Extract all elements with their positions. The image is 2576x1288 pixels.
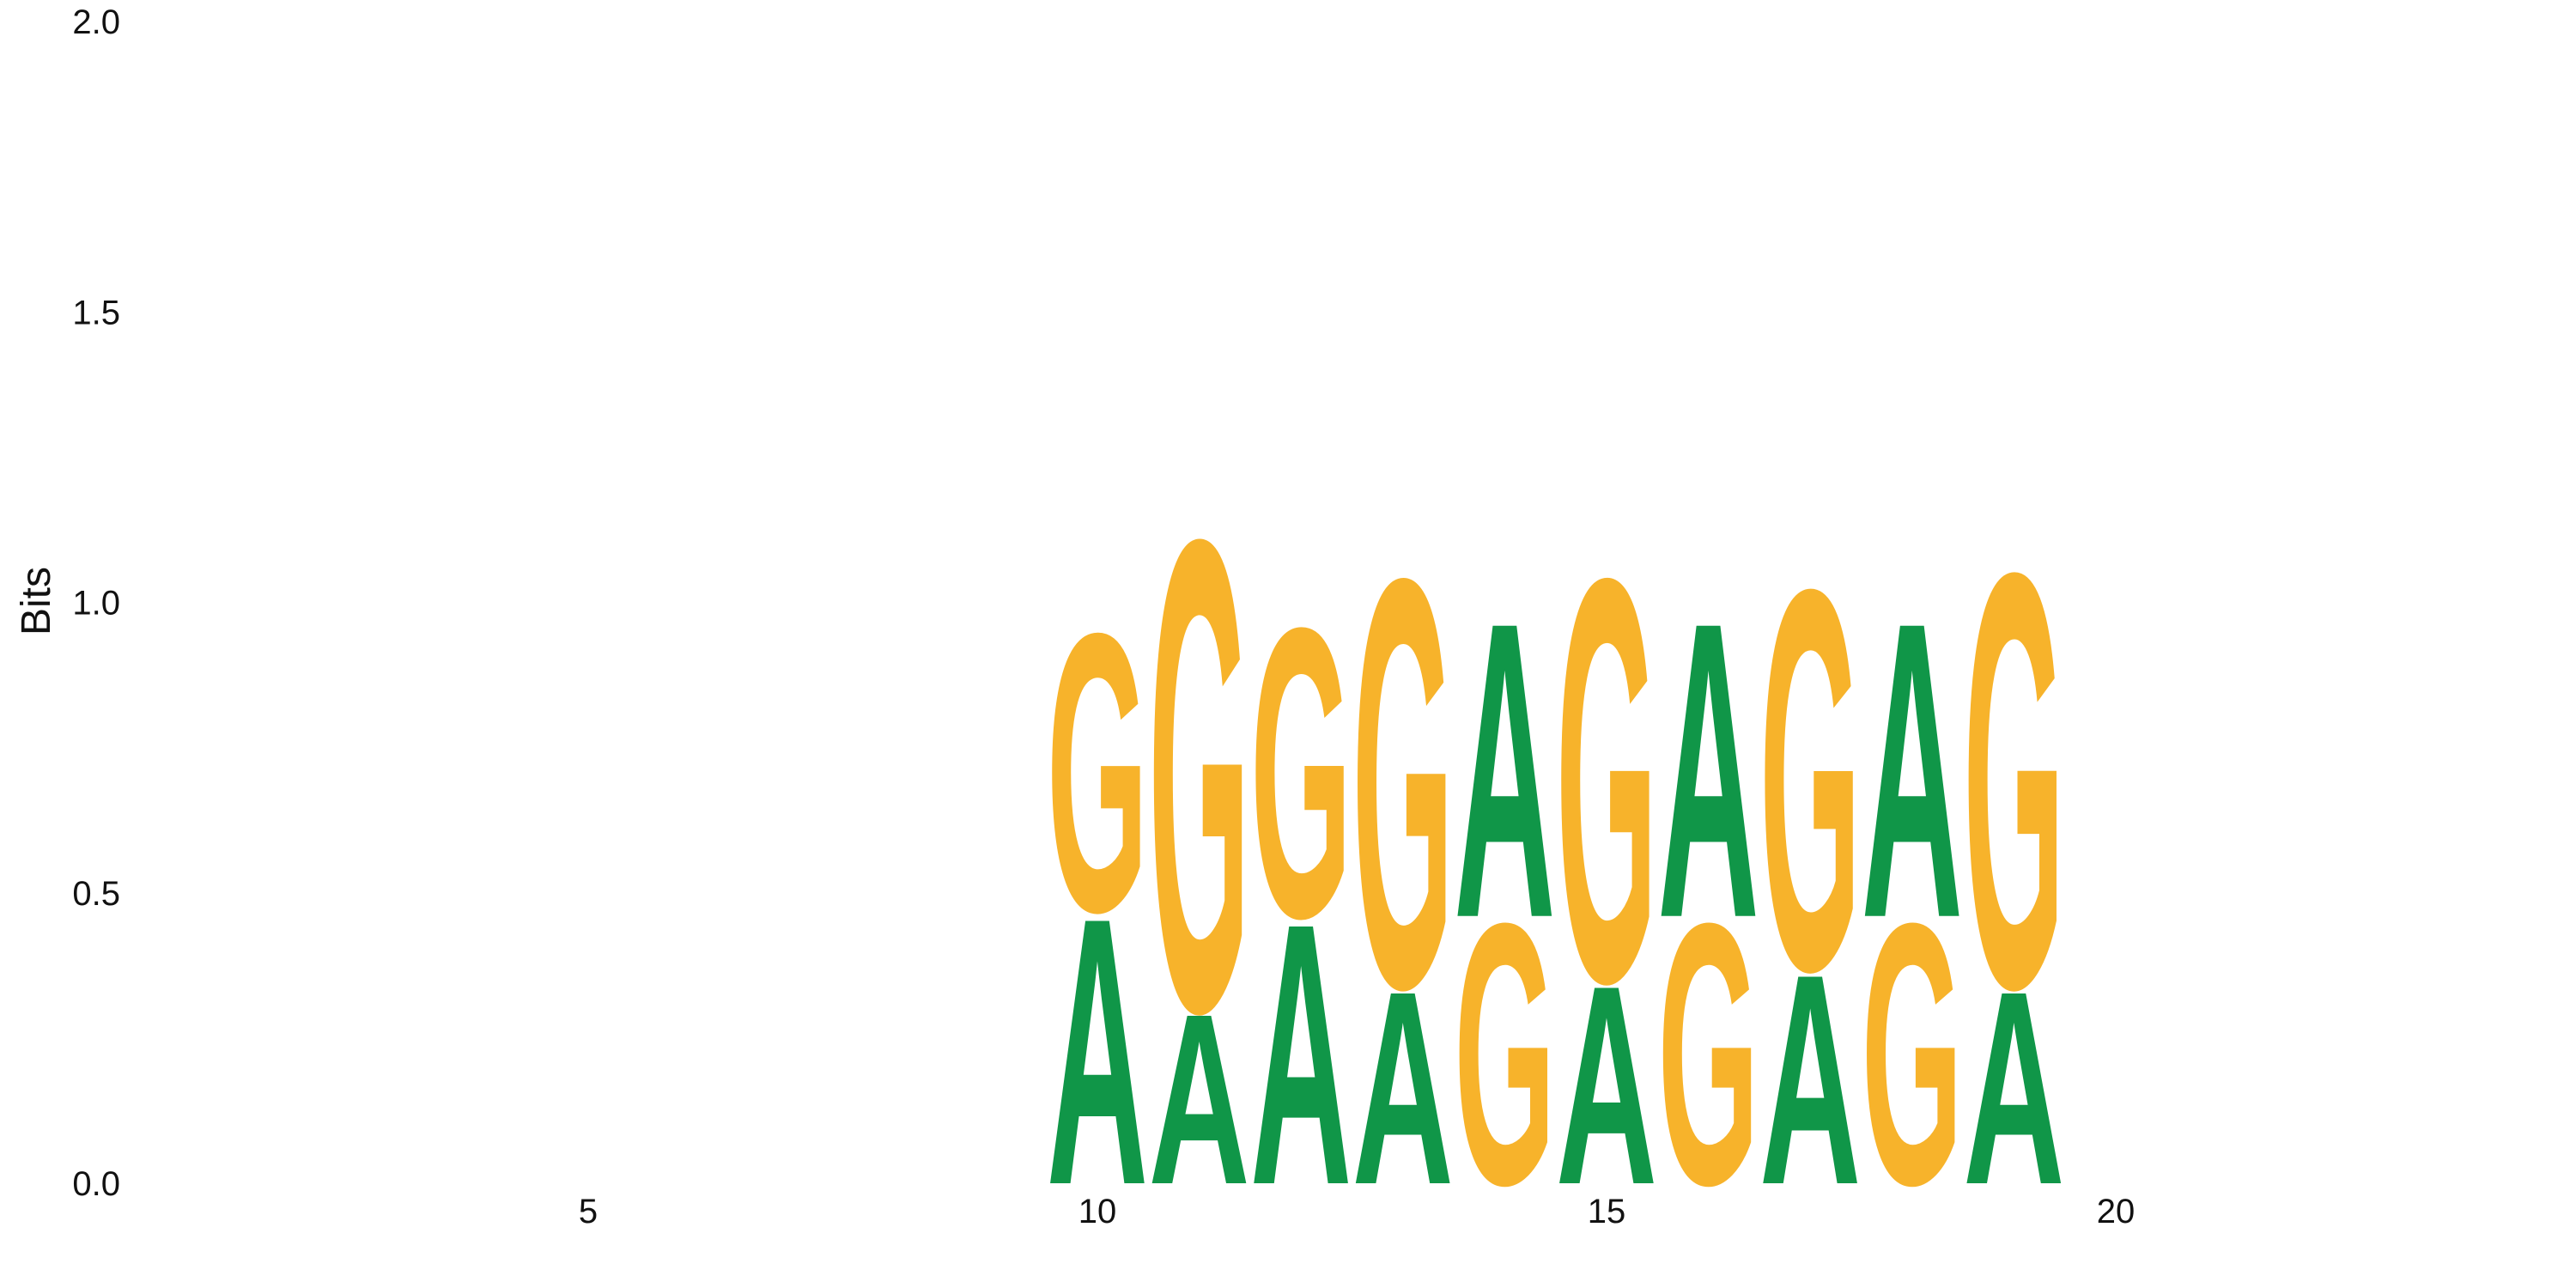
logo-letter-a-pos-18: A (1862, 535, 1963, 1006)
logo-letter-a-pos-12: A (1250, 846, 1352, 1263)
y-tick-label: 0.0 (72, 1165, 120, 1203)
logo-letter-g-pos-17: G (1759, 476, 1861, 1084)
y-tick-label: 2.0 (72, 3, 120, 41)
y-tick-label: 0.5 (72, 875, 120, 913)
y-axis: 0.0 0.5 1.0 1.5 2.0 (72, 3, 120, 1203)
logo-letter-g-pos-16: G (1658, 845, 1759, 1262)
logo-letter-a-pos-19: A (1963, 934, 2064, 1242)
logo-letter-g-pos-11: G (1149, 400, 1250, 1152)
x-tick-label: 15 (1588, 1193, 1626, 1230)
logo-letter-g-pos-15: G (1556, 460, 1657, 1103)
logo-letter-a-pos-16: A (1658, 535, 1759, 1006)
y-tick-label: 1.5 (72, 294, 120, 331)
x-tick-label: 20 (2097, 1193, 2136, 1230)
logo-letter-g-pos-13: G (1352, 459, 1454, 1110)
logo-letter-g-pos-18: G (1862, 845, 1963, 1262)
logo-letter-a-pos-13: A (1352, 934, 1454, 1242)
x-tick-label: 10 (1078, 1193, 1117, 1230)
logo-letter-a-pos-10: A (1047, 838, 1148, 1264)
y-tick-label: 1.0 (72, 585, 120, 623)
logo-letter-a-pos-15: A (1556, 927, 1657, 1244)
logo-letter-g-pos-14: G (1454, 845, 1555, 1262)
logo-letter-a-pos-14: A (1454, 535, 1555, 1006)
logo-letter-a-pos-11: A (1149, 964, 1250, 1236)
logo-letter-g-pos-12: G (1250, 542, 1352, 1004)
y-axis-title: Bits (14, 567, 59, 635)
logo-letter-a-pos-17: A (1759, 912, 1861, 1248)
logo-letter-g-pos-19: G (1963, 450, 2064, 1112)
x-axis: 5 10 15 20 (579, 1193, 2135, 1230)
x-tick-label: 5 (579, 1193, 598, 1230)
logo-letter-g-pos-10: G (1047, 551, 1148, 995)
